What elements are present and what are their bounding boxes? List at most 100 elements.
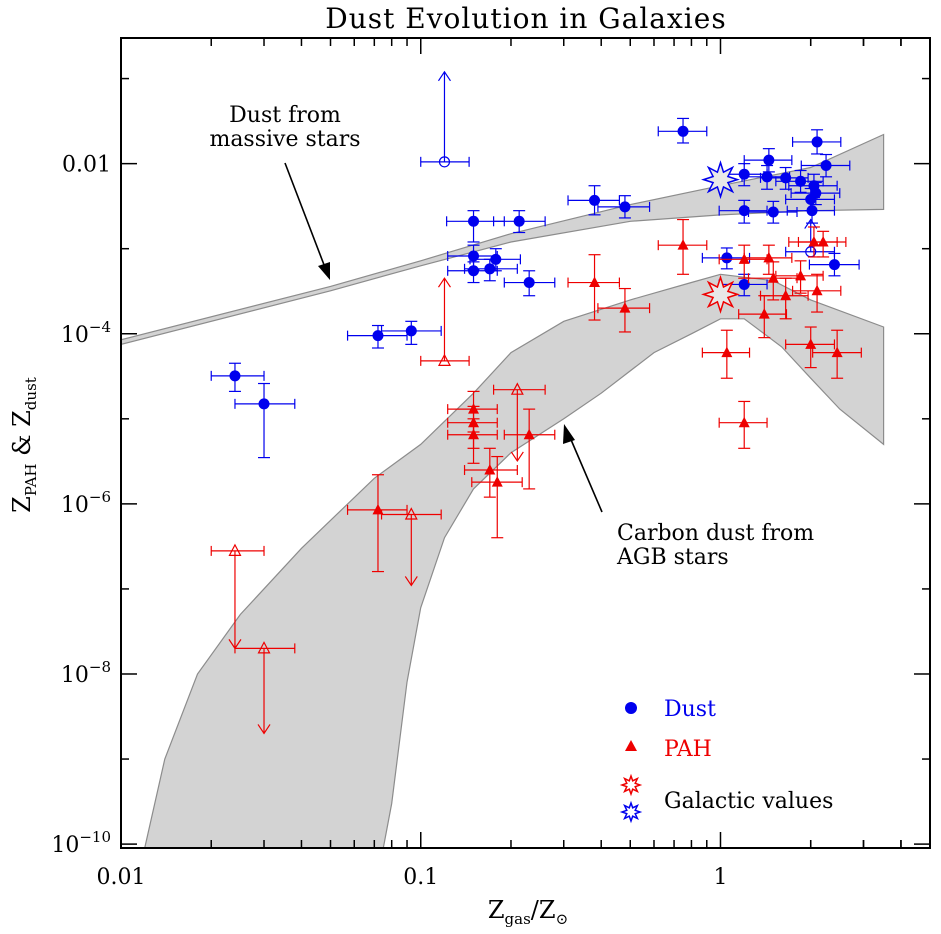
dust-point — [210, 362, 265, 393]
pah-point — [503, 408, 556, 490]
dust-marker — [677, 125, 689, 137]
pah-marker — [758, 308, 770, 319]
pah-point — [812, 329, 862, 379]
dust-marker — [468, 265, 480, 277]
pah-point — [775, 260, 824, 294]
pah-point — [463, 447, 518, 498]
annotation-massive-arrow — [284, 162, 327, 271]
dust-point — [447, 261, 498, 284]
pah-limit — [492, 382, 546, 462]
pah-marker — [808, 235, 820, 247]
dust-marker — [795, 175, 807, 187]
model-bands — [121, 133, 885, 848]
pah-marker — [817, 235, 829, 247]
legend: Dust PAH Galactic values — [619, 697, 833, 824]
dust-marker — [468, 215, 480, 227]
limit-arrow-head — [437, 70, 451, 82]
pah-limit-marker — [257, 641, 271, 654]
dust-limit — [785, 218, 836, 258]
dust-point — [701, 247, 751, 270]
dust-point — [657, 117, 708, 144]
legend-galactic-pah-star — [619, 773, 643, 797]
annotation-massive-line1: Dust from — [229, 103, 341, 128]
pah-marker — [677, 239, 689, 250]
annotation-massive-line2: massive stars — [209, 127, 360, 152]
y-tick-label: 0.01 — [62, 153, 111, 178]
dust-point — [492, 210, 546, 234]
pah-point — [785, 326, 836, 369]
band-massive-stars — [121, 133, 885, 346]
pah-marker — [468, 428, 480, 440]
series-pah — [210, 218, 862, 735]
galactic-pah-star — [701, 274, 740, 314]
dust-marker — [761, 171, 773, 183]
pah-point — [471, 455, 523, 539]
dust-point — [446, 210, 505, 243]
dust-point — [790, 181, 841, 206]
dust-marker — [811, 136, 823, 148]
annotation-massive-arrowhead — [318, 262, 330, 280]
dust-marker — [405, 325, 417, 337]
dust-marker — [619, 201, 631, 213]
x-tick-label: 0.1 — [403, 865, 438, 890]
axis-ticks — [120, 38, 931, 848]
legend-pah-marker — [625, 740, 637, 751]
pah-marker — [763, 251, 775, 263]
dust-point — [718, 199, 768, 224]
legend-dust-marker — [625, 702, 637, 714]
limit-arrow-head — [257, 724, 271, 735]
plot-frame — [120, 37, 931, 849]
y-tick-label: 10−4 — [61, 318, 111, 348]
dust-marker — [484, 263, 496, 275]
dust-marker — [721, 252, 733, 264]
pah-limit-marker — [510, 382, 524, 395]
dust-marker — [810, 187, 822, 199]
dust-limit — [420, 70, 470, 168]
y-axis-label: ZPAH & Zdust — [8, 377, 40, 513]
pah-point — [738, 295, 788, 339]
band-agb-stars — [144, 273, 885, 848]
pah-limit-marker — [404, 507, 418, 520]
pah-limit — [234, 641, 296, 735]
galactic-values — [701, 160, 740, 314]
pah-marker — [738, 416, 750, 428]
dust-point — [567, 185, 621, 216]
dust-marker — [767, 206, 779, 218]
pah-marker — [589, 276, 601, 288]
dust-marker — [490, 253, 502, 265]
dust-point — [503, 270, 556, 297]
pah-marker — [795, 269, 807, 281]
pah-marker — [805, 338, 817, 349]
y-tick-label: 10−8 — [61, 658, 111, 688]
dust-marker — [738, 168, 750, 180]
dust-point — [800, 153, 851, 178]
pah-marker — [831, 346, 843, 358]
x-tick-label: 0.01 — [97, 865, 146, 890]
y-tick-label: 10−6 — [61, 488, 111, 518]
pah-point — [743, 244, 793, 275]
dust-limit-marker — [438, 156, 451, 168]
dust-marker — [828, 259, 840, 271]
x-axis-label: Zgas/Z⊙ — [488, 896, 568, 928]
dust-point — [346, 324, 408, 349]
galactic-dust-star — [701, 160, 740, 200]
dust-marker — [780, 172, 792, 184]
pah-marker — [484, 464, 496, 475]
pah-point — [759, 277, 809, 320]
pah-marker — [491, 476, 503, 487]
pah-marker — [780, 289, 792, 301]
pah-marker — [721, 346, 733, 358]
limit-arrow-head — [404, 576, 418, 587]
dust-marker — [738, 278, 750, 290]
legend-star-red-shape — [619, 773, 643, 797]
pah-point — [447, 418, 498, 464]
legend-pah-label: PAH — [664, 737, 712, 762]
pah-limit — [380, 507, 442, 587]
limit-arrow-head — [437, 277, 451, 288]
dust-point — [759, 166, 809, 190]
chart-title: Dust Evolution in Galaxies — [325, 2, 726, 35]
limit-arrow-head — [804, 218, 818, 229]
pah-point — [597, 287, 651, 333]
pah-limit-marker — [228, 543, 242, 556]
